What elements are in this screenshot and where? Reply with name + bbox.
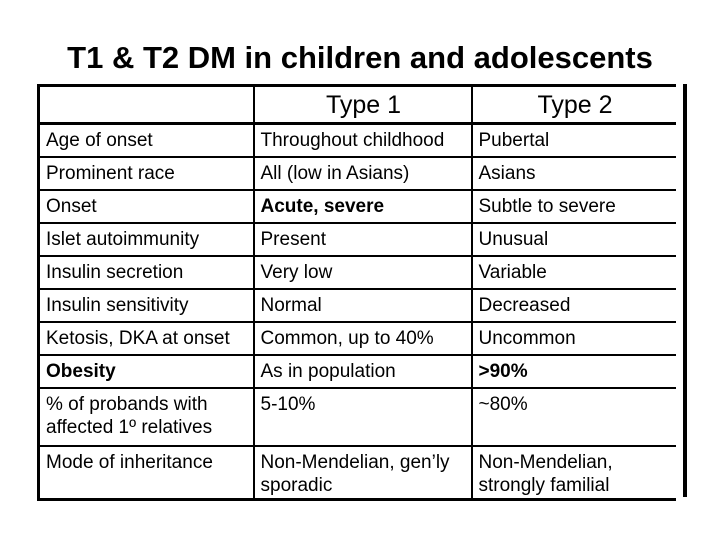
row-label-cell: Obesity: [37, 353, 255, 389]
row-label-cell: Mode of inheritance: [37, 444, 255, 502]
type2-cell: Pubertal: [470, 122, 676, 158]
header-cell-type2: Type 2: [470, 84, 676, 125]
table-row-islet-autoimmunity: Islet autoimmunity Present Unusual: [37, 221, 676, 257]
type2-cell: Asians: [470, 155, 676, 191]
type2-cell: Decreased: [470, 287, 676, 323]
table-row-insulin-secretion: Insulin secretion Very low Variable: [37, 254, 676, 290]
table-row-probands: % of probands with affected 1º relatives…: [37, 386, 676, 447]
table-row-onset: Onset Acute, severe Subtle to severe: [37, 188, 676, 224]
type2-cell: Unusual: [470, 221, 676, 257]
table-row-insulin-sensitivity: Insulin sensitivity Normal Decreased: [37, 287, 676, 323]
type1-cell: Common, up to 40%: [252, 320, 473, 356]
row-label-cell: Onset: [37, 188, 255, 224]
row-label-cell: Islet autoimmunity: [37, 221, 255, 257]
table-row-obesity: Obesity As in population >90%: [37, 353, 676, 389]
comparison-table: Type 1 Type 2 Age of onset Throughout ch…: [37, 84, 676, 502]
header-cell-type1: Type 1: [252, 84, 473, 125]
slide-title: T1 & T2 DM in children and adolescents: [67, 40, 653, 75]
header-row: Type 1 Type 2: [37, 84, 676, 125]
type2-cell: Non-Mendelian, strongly familial: [470, 444, 676, 502]
type1-cell: Non-Mendelian, gen’ly sporadic: [252, 444, 473, 502]
row-label-cell: Ketosis, DKA at onset: [37, 320, 255, 356]
table-row-ketosis-dka: Ketosis, DKA at onset Common, up to 40% …: [37, 320, 676, 356]
type1-cell: Throughout childhood: [252, 122, 473, 158]
header-cell-empty: [37, 84, 255, 125]
type1-cell: Present: [252, 221, 473, 257]
type2-cell: Subtle to severe: [470, 188, 676, 224]
type1-cell: 5-10%: [252, 386, 473, 447]
table-row-mode-of-inheritance: Mode of inheritance Non-Mendelian, gen’l…: [37, 444, 676, 502]
type2-cell: Uncommon: [470, 320, 676, 356]
row-label-cell: Age of onset: [37, 122, 255, 158]
row-label-cell: Prominent race: [37, 155, 255, 191]
row-label-cell: % of probands with affected 1º relatives: [37, 386, 255, 447]
type1-cell: Very low: [252, 254, 473, 290]
type1-cell: As in population: [252, 353, 473, 389]
type1-cell: All (low in Asians): [252, 155, 473, 191]
row-label-cell: Insulin secretion: [37, 254, 255, 290]
type2-cell: ~80%: [470, 386, 676, 447]
type2-cell: Variable: [470, 254, 676, 290]
table-row-age-of-onset: Age of onset Throughout childhood Pubert…: [37, 122, 676, 158]
table-right-border-line: [683, 84, 687, 497]
type1-cell: Normal: [252, 287, 473, 323]
table-row-prominent-race: Prominent race All (low in Asians) Asian…: [37, 155, 676, 191]
type1-cell: Acute, severe: [252, 188, 473, 224]
row-label-cell: Insulin sensitivity: [37, 287, 255, 323]
type2-cell: >90%: [470, 353, 676, 389]
